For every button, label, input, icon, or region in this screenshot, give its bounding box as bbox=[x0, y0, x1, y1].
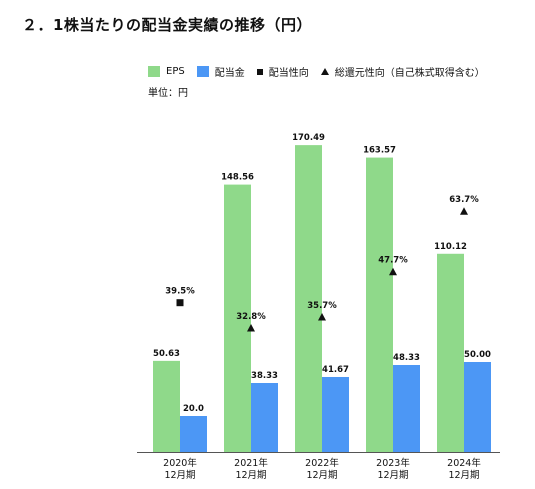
data-label-dividend-4: 50.00 bbox=[464, 350, 491, 360]
data-label-eps-0: 50.63 bbox=[153, 349, 180, 359]
bar-dividend-0 bbox=[180, 416, 207, 452]
bar-eps-3 bbox=[366, 157, 393, 452]
x-tick-label-1-year: 2021年 bbox=[234, 457, 268, 469]
legend-label-total-return: 総還元性向（自己株式取得含む） bbox=[334, 68, 485, 79]
legend-label-payout: 配当性向 bbox=[268, 68, 309, 79]
x-tick-label-1-period: 12月期 bbox=[235, 470, 266, 481]
legend-swatch-dividend bbox=[196, 66, 209, 77]
legend-item-eps: EPS bbox=[148, 66, 185, 77]
bar-dividend-4 bbox=[464, 362, 491, 452]
x-tick-label-3-period: 12月期 bbox=[377, 470, 408, 481]
x-tick-label-0-year: 2020年 bbox=[163, 457, 197, 469]
total-return-label-2: 35.7% bbox=[307, 301, 337, 311]
bar-dividend-2 bbox=[322, 376, 349, 452]
data-label-eps-1: 148.56 bbox=[221, 173, 254, 183]
legend-item-payout: 配当性向 bbox=[256, 64, 309, 79]
payout-label-0: 39.5% bbox=[165, 287, 195, 297]
data-label-eps-3: 163.57 bbox=[363, 146, 396, 156]
total-return-marker-3 bbox=[389, 267, 397, 276]
bar-dividend-1 bbox=[251, 383, 278, 452]
data-label-eps-4: 110.12 bbox=[434, 242, 467, 252]
chart-legend: EPS 配当金 配当性向 総還元性向（自己株式取得含む） bbox=[148, 64, 497, 79]
x-tick-label-2-year: 2022年 bbox=[305, 457, 339, 469]
legend-label-eps: EPS bbox=[166, 66, 185, 77]
bar-dividend-3 bbox=[393, 365, 420, 452]
chart-title: ２．1株当たりの配当金実績の推移（円） bbox=[22, 16, 312, 34]
total-return-label-3: 47.7% bbox=[378, 256, 408, 266]
triangle-marker-icon bbox=[320, 68, 329, 75]
data-label-dividend-0: 20.0 bbox=[183, 404, 204, 414]
data-label-dividend-1: 38.33 bbox=[251, 371, 278, 381]
legend-swatch-eps bbox=[148, 66, 160, 77]
total-return-marker-4 bbox=[460, 207, 468, 215]
data-label-dividend-2: 41.67 bbox=[322, 365, 349, 375]
x-tick-label-4-year: 2024年 bbox=[447, 457, 481, 469]
x-tick-label-0-period: 12月期 bbox=[164, 470, 195, 481]
legend-label-dividend: 配当金 bbox=[214, 68, 245, 79]
total-return-marker-1 bbox=[247, 324, 255, 332]
bar-eps-4 bbox=[437, 253, 464, 452]
square-marker-icon bbox=[256, 68, 263, 75]
legend-item-total-return: 総還元性向（自己株式取得含む） bbox=[320, 64, 485, 79]
total-return-label-4: 63.7% bbox=[449, 195, 479, 205]
unit-label: 単位：円 bbox=[148, 88, 188, 99]
legend-item-dividend: 配当金 bbox=[196, 64, 245, 79]
x-tick-label-3-year: 2023年 bbox=[376, 457, 410, 469]
total-return-label-1: 32.8% bbox=[236, 312, 266, 322]
x-tick-label-2-period: 12月期 bbox=[306, 470, 337, 481]
x-tick-label-4-period: 12月期 bbox=[448, 470, 479, 481]
bar-eps-0 bbox=[153, 360, 180, 452]
bar-eps-2 bbox=[295, 145, 322, 453]
data-label-dividend-3: 48.33 bbox=[393, 353, 420, 363]
bar-eps-1 bbox=[224, 184, 251, 453]
total-return-marker-2 bbox=[318, 313, 326, 321]
data-label-eps-2: 170.49 bbox=[292, 133, 325, 143]
payout-marker-0 bbox=[176, 299, 184, 307]
